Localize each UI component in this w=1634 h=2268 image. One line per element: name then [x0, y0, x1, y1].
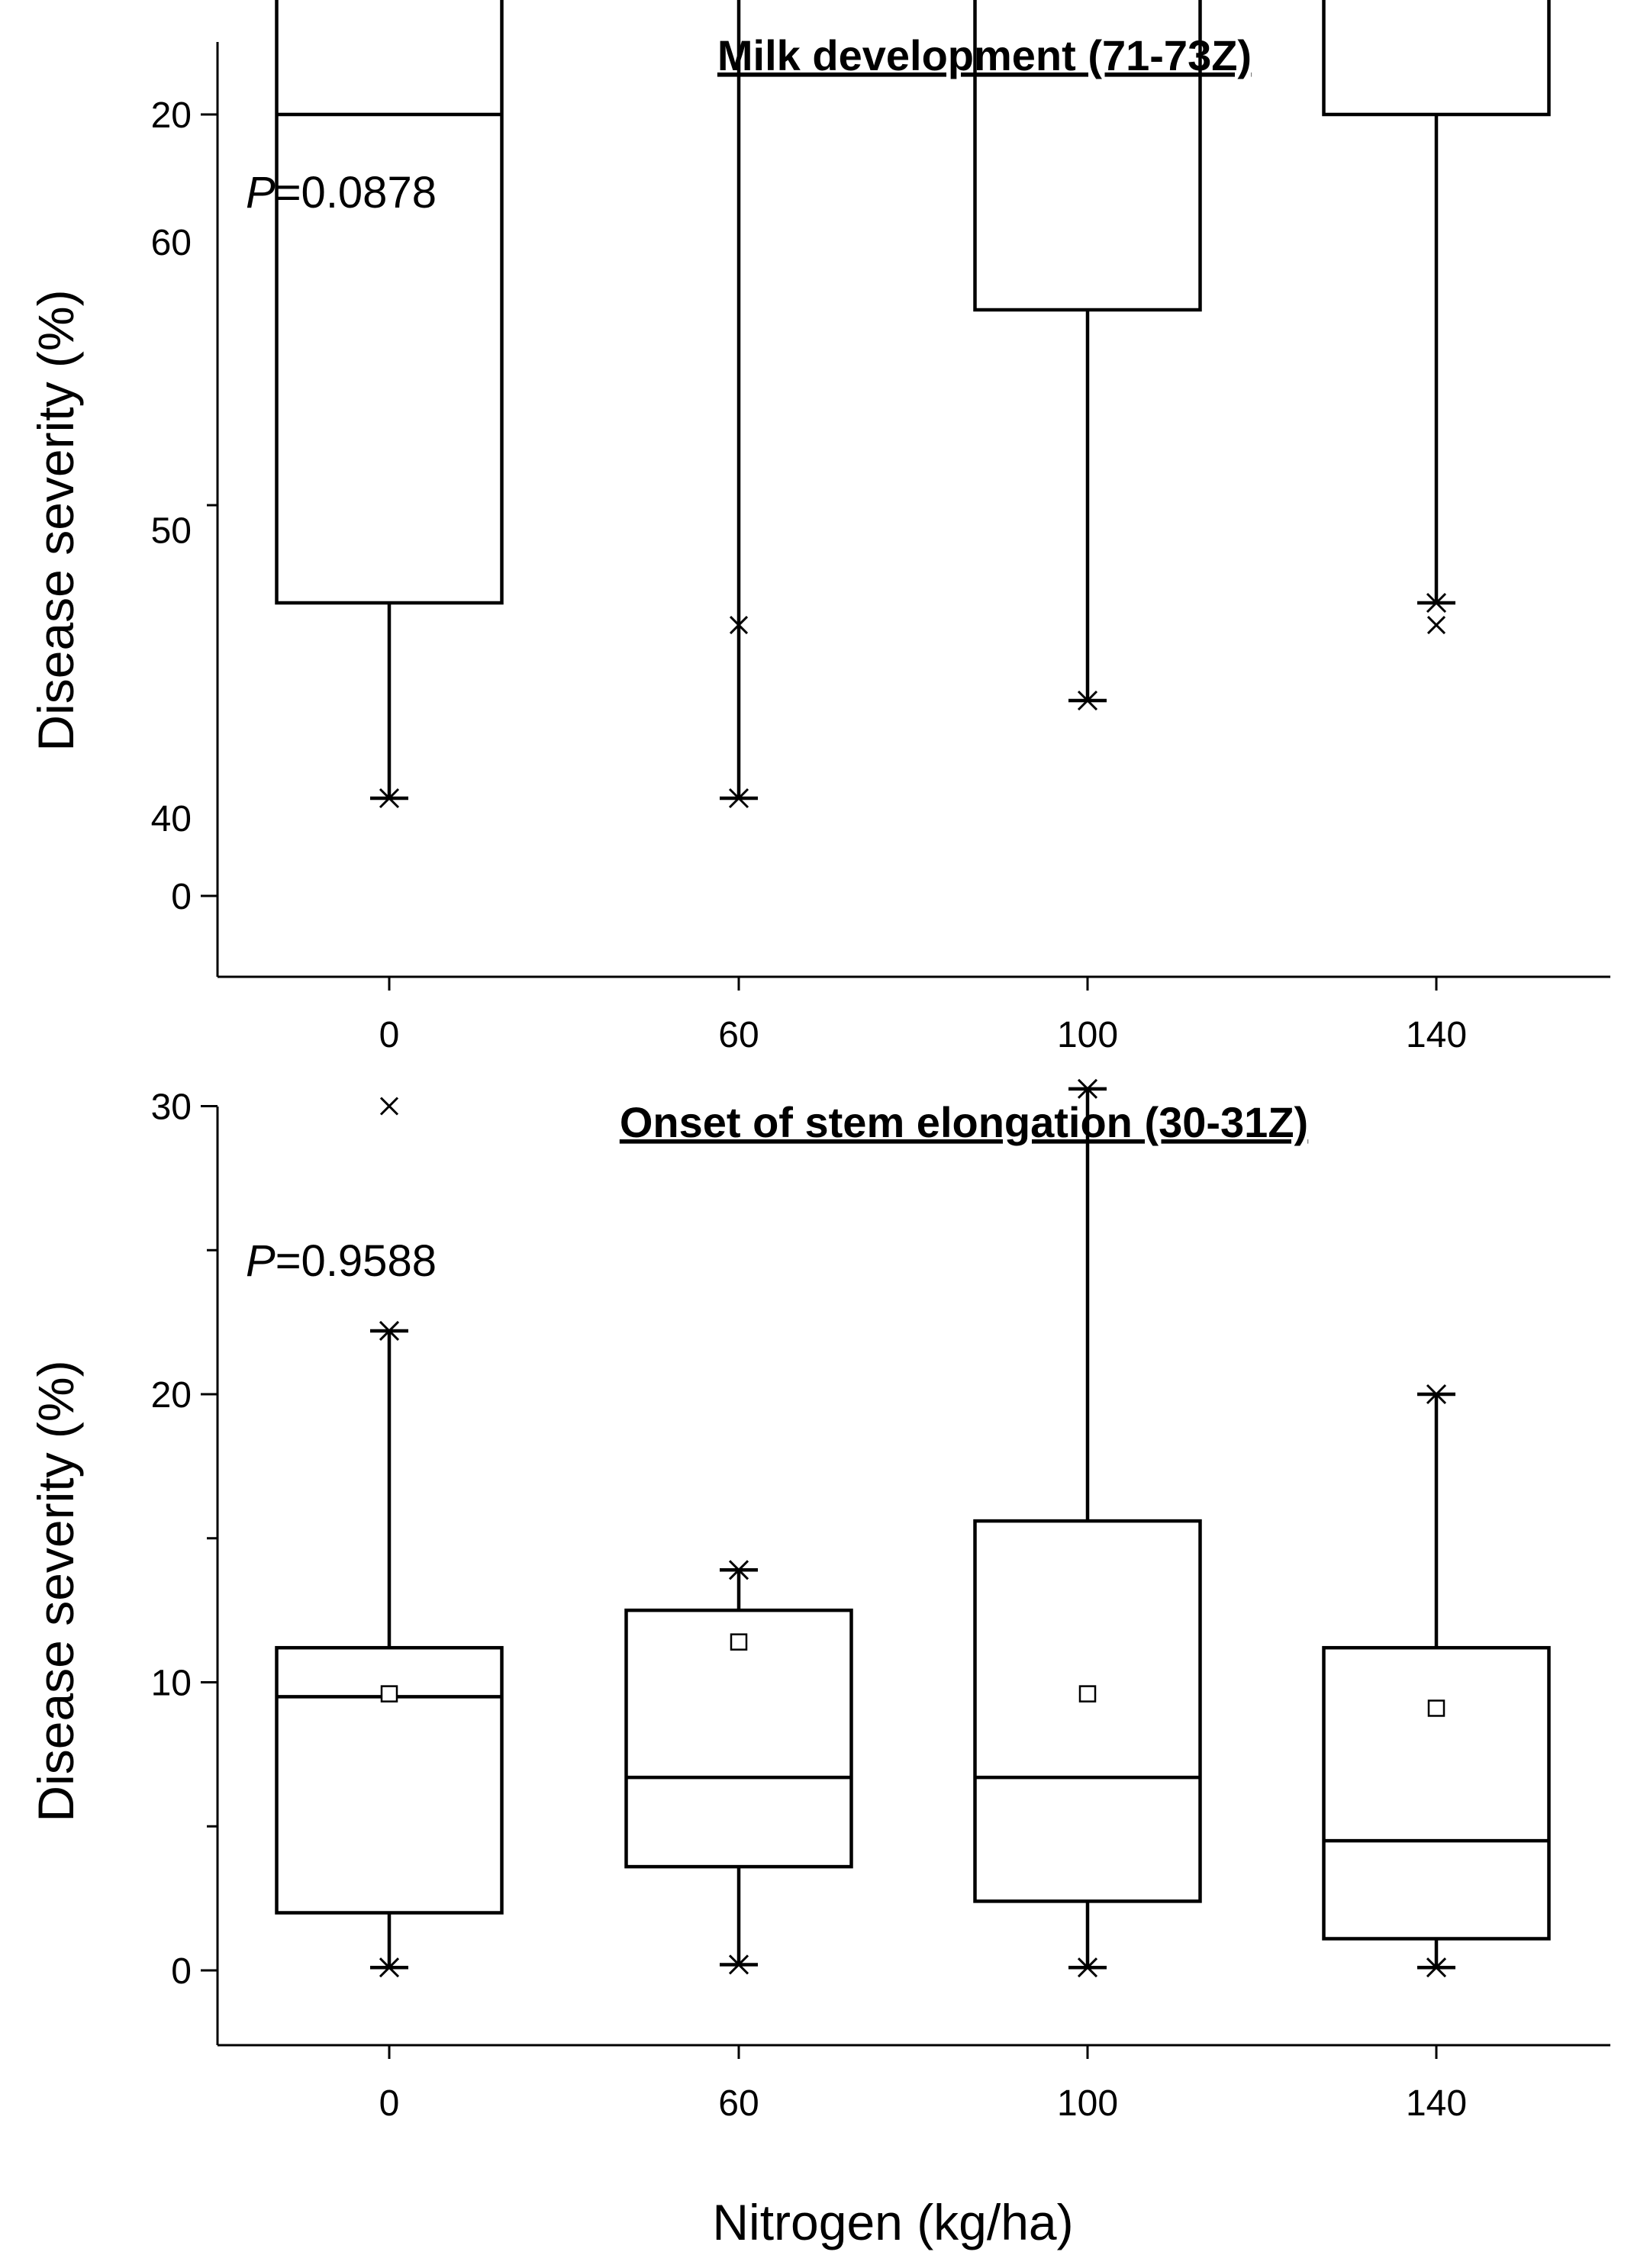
y-tick-label: 0 — [171, 877, 192, 917]
x-tick-label: 0 — [379, 1015, 400, 1055]
p-value-label: P=0.9588 — [246, 1236, 437, 1286]
p-letter: P — [246, 1236, 276, 1286]
y-tick-label: 40 — [151, 799, 192, 839]
max-marker — [728, 1560, 749, 1580]
mean-marker — [730, 1633, 748, 1651]
y-tick-label: 0 — [171, 1951, 192, 1992]
mean-marker — [1427, 1699, 1445, 1717]
mean-marker — [1078, 1685, 1097, 1703]
x-tick-label: 140 — [1406, 1015, 1467, 1055]
max-marker — [1077, 1078, 1098, 1099]
x-tick-label: 60 — [718, 2083, 759, 2124]
max-marker — [379, 1320, 400, 1342]
x-tick-label: 100 — [1057, 1015, 1118, 1055]
outlier-marker — [729, 616, 749, 635]
chart-title: Onset of stem elongation (30-31Z) — [620, 1098, 1308, 1146]
axis-ticks: 020406080100060100140 — [151, 42, 1610, 1055]
box-60 — [624, 616, 853, 1975]
box-rect — [1322, 0, 1551, 117]
min-marker — [379, 788, 400, 809]
box-group — [275, 0, 1551, 809]
box-rect — [275, 0, 504, 605]
box-0 — [275, 1097, 504, 1978]
chart-milk-development: Milk development (71-73Z) P=0.0878 Disea… — [27, 0, 1610, 1055]
y-tick-label: 20 — [151, 95, 192, 136]
p-value: =0.9588 — [276, 1236, 437, 1286]
outlier-marker — [1426, 616, 1446, 635]
box-100 — [973, 0, 1202, 711]
x-tick-label: 60 — [718, 1015, 759, 1055]
box-rect — [973, 1519, 1202, 1903]
x-tick-label: 0 — [379, 2083, 400, 2124]
x-tick-label: 100 — [1057, 2083, 1118, 2124]
axis-ticks: 0 10 20 30 40 50 60 0 60 100 140 — [151, 223, 1610, 2124]
mean-marker — [380, 1685, 398, 1703]
box-100 — [973, 1078, 1202, 1978]
box-rect — [275, 1645, 504, 1915]
box-rect — [624, 1608, 853, 1869]
box-rect — [1322, 1645, 1551, 1941]
box-140 — [1322, 616, 1551, 1978]
max-marker — [1426, 1384, 1447, 1405]
box-0 — [275, 0, 504, 809]
p-letter: P — [246, 168, 276, 217]
min-marker — [1426, 592, 1447, 614]
y-tick-label: 60 — [151, 223, 192, 263]
min-marker — [728, 1954, 749, 1975]
y-tick-label: 50 — [151, 511, 192, 552]
min-marker — [1077, 1957, 1098, 1978]
box-140 — [1322, 0, 1551, 614]
chart-title: Milk development (71-73Z) — [717, 31, 1252, 79]
p-value: =0.0878 — [276, 168, 437, 217]
p-value-label: P=0.0878 — [246, 168, 437, 217]
y-tick-label: 10 — [151, 1664, 192, 1704]
min-marker — [1426, 1957, 1447, 1978]
box-rect — [973, 0, 1202, 312]
chart-stem-elongation: Onset of stem elongation (30-31Z) P=0.95… — [27, 223, 1610, 2124]
y-tick-label: 30 — [151, 1087, 192, 1128]
box-60 — [720, 0, 758, 809]
min-marker — [379, 1957, 400, 1978]
outlier-marker — [379, 1097, 399, 1116]
min-marker — [728, 788, 749, 809]
y-axis-label: Disease severity (%) — [27, 289, 84, 751]
y-tick-label: 20 — [151, 1375, 192, 1416]
y-axis-label: Disease severity (%) — [27, 1360, 84, 1822]
x-tick-label: 140 — [1406, 2083, 1467, 2124]
min-marker — [1077, 690, 1098, 711]
box-group — [275, 616, 1551, 1978]
x-axis-label: Nitrogen (kg/ha) — [712, 2194, 1073, 2250]
